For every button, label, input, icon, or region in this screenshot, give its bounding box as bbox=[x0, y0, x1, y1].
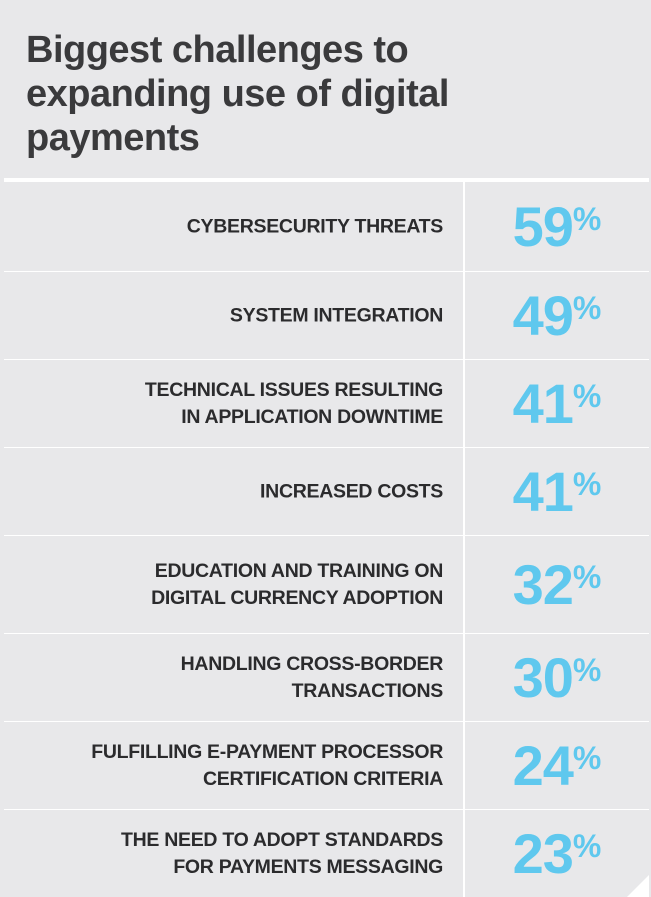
title-divider bbox=[4, 178, 649, 182]
page-curl-corner bbox=[627, 875, 649, 897]
table-row: TECHNICAL ISSUES RESULTING IN APPLICATIO… bbox=[4, 360, 649, 448]
challenge-percentage: 24% bbox=[465, 733, 649, 797]
column-divider bbox=[463, 182, 465, 897]
percentage-value: 41 bbox=[512, 371, 574, 435]
percent-sign: % bbox=[572, 377, 602, 414]
percentage-value: 32 bbox=[512, 552, 574, 616]
challenge-percentage: 59% bbox=[465, 194, 649, 258]
percent-sign: % bbox=[572, 558, 602, 595]
percent-sign: % bbox=[572, 465, 602, 502]
percent-sign: % bbox=[572, 739, 602, 776]
challenge-label: FULFILLING E-PAYMENT PROCESSOR CERTIFICA… bbox=[91, 740, 443, 790]
table-row: SYSTEM INTEGRATION 49% bbox=[4, 272, 649, 360]
challenges-table: CYBERSECURITY THREATS 59% SYSTEM INTEGRATI… bbox=[4, 182, 649, 897]
challenge-percentage: 30% bbox=[465, 645, 649, 709]
challenge-label: HANDLING CROSS-BORDER TRANSACTIONS bbox=[180, 652, 444, 702]
table-row: INCREASED COSTS 41% bbox=[4, 448, 649, 536]
challenge-percentage: 49% bbox=[465, 283, 649, 347]
table-row: CYBERSECURITY THREATS 59% bbox=[4, 182, 649, 272]
infographic-panel: Biggest challenges to expanding use of d… bbox=[4, 0, 649, 897]
percent-sign: % bbox=[572, 200, 602, 237]
table-row: FULFILLING E-PAYMENT PROCESSOR CERTIFICA… bbox=[4, 722, 649, 810]
percentage-value: 30 bbox=[512, 645, 574, 709]
percentage-value: 23 bbox=[512, 821, 574, 885]
challenge-label: CYBERSECURITY THREATS bbox=[186, 215, 444, 237]
percent-sign: % bbox=[572, 651, 602, 688]
challenge-label: TECHNICAL ISSUES RESULTING IN APPLICATIO… bbox=[144, 378, 443, 428]
challenge-percentage: 32% bbox=[465, 552, 649, 616]
challenge-percentage: 23% bbox=[465, 821, 649, 885]
percent-sign: % bbox=[572, 289, 602, 326]
challenge-label: SYSTEM INTEGRATION bbox=[229, 304, 443, 326]
challenge-percentage: 41% bbox=[465, 371, 649, 435]
table-row: HANDLING CROSS-BORDER TRANSACTIONS 30% bbox=[4, 634, 649, 722]
percentage-value: 24 bbox=[512, 733, 574, 797]
percentage-value: 49 bbox=[512, 283, 574, 347]
table-row: EDUCATION AND TRAINING ON DIGITAL CURREN… bbox=[4, 536, 649, 634]
challenge-label: INCREASED COSTS bbox=[260, 480, 443, 502]
challenge-label: EDUCATION AND TRAINING ON DIGITAL CURREN… bbox=[151, 559, 443, 609]
table-row: THE NEED TO ADOPT STANDARDS FOR PAYMENTS… bbox=[4, 810, 649, 897]
challenge-label: THE NEED TO ADOPT STANDARDS FOR PAYMENTS… bbox=[121, 828, 443, 878]
percentage-value: 41 bbox=[512, 459, 574, 523]
challenge-percentage: 41% bbox=[465, 459, 649, 523]
chart-title: Biggest challenges to expanding use of d… bbox=[26, 29, 449, 159]
percentage-value: 59 bbox=[512, 194, 574, 258]
percent-sign: % bbox=[572, 827, 602, 864]
